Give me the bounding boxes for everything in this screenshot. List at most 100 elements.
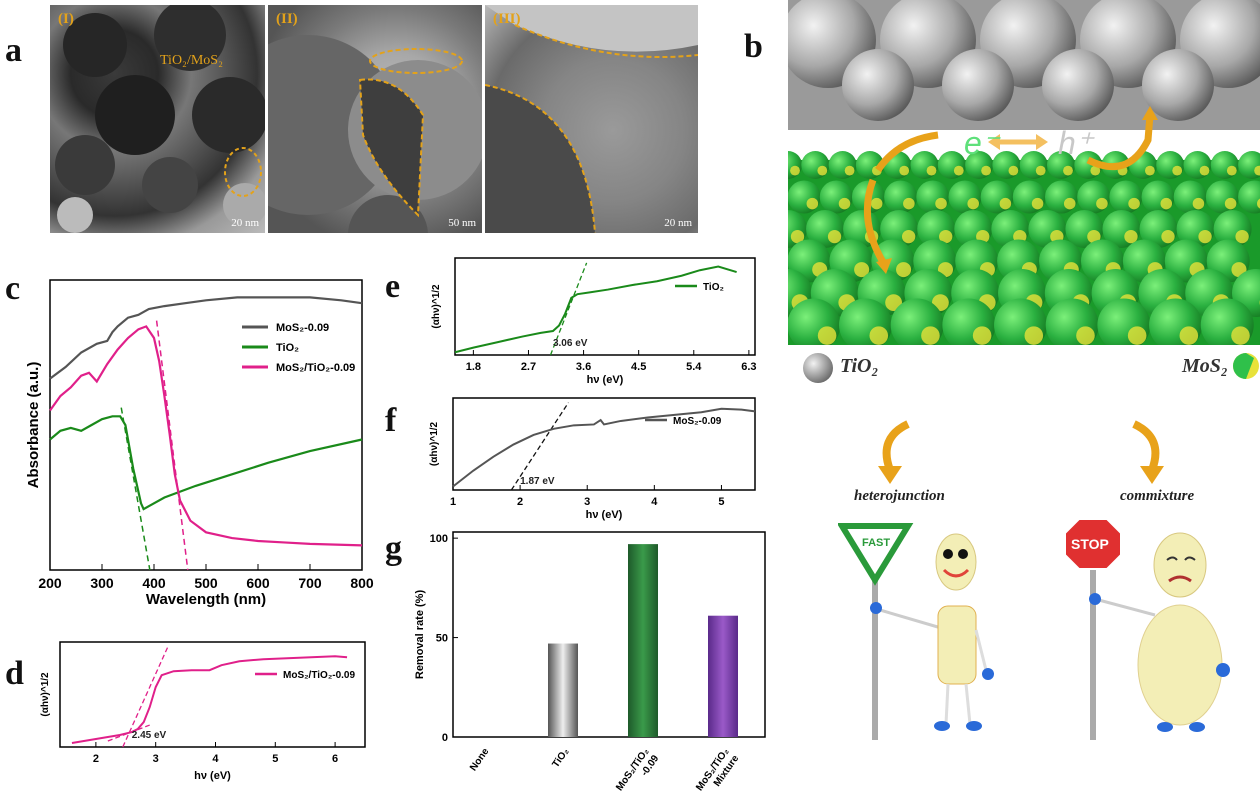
mos2-sphere xyxy=(1183,151,1212,179)
tem-i-label: (I) xyxy=(58,11,74,27)
mos2-sphere-accent xyxy=(1235,229,1249,244)
x-tick-label: 500 xyxy=(194,575,218,591)
charge-transfer-arrows xyxy=(863,106,1158,274)
mos2-sphere-accent xyxy=(1031,197,1044,210)
x-tick-label: 6 xyxy=(332,753,338,765)
mos2-sphere-accent xyxy=(896,262,912,278)
curved-arrow-icon xyxy=(878,420,910,484)
mos2-sphere xyxy=(937,151,966,179)
bandgap-annotation: 1.87 eV xyxy=(520,476,555,487)
mos2-sphere xyxy=(1210,151,1239,179)
mos2-sphere xyxy=(801,151,830,179)
x-tick-label: 2.7 xyxy=(521,361,536,373)
mos2-sphere-accent xyxy=(1124,229,1138,244)
tem-image-i: (I) TiO₂/MoS₂ 20 nm xyxy=(50,5,265,233)
panel-label-b: b xyxy=(744,28,763,65)
fast-sign-text: FAST xyxy=(862,537,890,549)
legend-label: TiO₂ xyxy=(276,342,299,354)
panel-label-a: a xyxy=(5,32,22,69)
series-line xyxy=(49,296,363,380)
mos2-sphere-accent xyxy=(790,229,805,244)
mos2-sphere-accent xyxy=(939,229,953,244)
x-tick-label-line: TiO₂ xyxy=(550,746,571,769)
mos2-sphere-accent xyxy=(1198,229,1212,244)
x-tick-label: 4 xyxy=(212,753,219,765)
commixture-caption: commixture xyxy=(1120,488,1195,504)
mos2-sphere xyxy=(1077,180,1111,214)
curved-arrow-icon xyxy=(1132,420,1164,484)
mos2-sphere-accent xyxy=(935,197,947,210)
mos2-sphere-accent xyxy=(1179,326,1199,345)
panel-label-e: e xyxy=(385,268,401,305)
tem-i-tag: TiO₂/MoS₂ xyxy=(160,53,223,68)
plot-frame xyxy=(59,641,366,748)
legend-label: MoS₂-0.09 xyxy=(673,416,722,427)
y-tick-label: 0 xyxy=(442,732,448,744)
mos2-sphere-accent xyxy=(921,326,940,345)
mos2-sphere-accent xyxy=(1024,326,1044,345)
mos2-sphere xyxy=(916,180,950,214)
mos2-sphere xyxy=(1019,151,1048,179)
tem-iii-scale: 20 nm xyxy=(664,217,692,229)
mos2-sphere-accent xyxy=(817,165,828,176)
x-tick-label-line: None xyxy=(468,746,492,773)
bandgap-annotation: 3.06 eV xyxy=(553,338,588,349)
mos2-sphere-accent xyxy=(903,197,915,210)
mos2-sphere-accent xyxy=(1035,165,1046,176)
fast-cartoon: FAST xyxy=(838,523,994,740)
tem-image-ii: (II) 50 nm xyxy=(268,5,482,233)
legend-label: MoS₂-0.09 xyxy=(276,322,329,334)
series-line xyxy=(71,655,348,744)
mos2-sphere xyxy=(1012,180,1046,214)
mos2-sphere-accent xyxy=(817,326,837,345)
x-tick-label: 3 xyxy=(153,753,159,765)
plot-frame xyxy=(452,397,756,491)
tem-i-scale: 20 nm xyxy=(231,217,259,229)
mos2-sphere-accent xyxy=(1254,165,1260,176)
mos2-sphere-accent xyxy=(1090,165,1101,176)
x-tick-label: 2 xyxy=(517,496,523,508)
x-axis-label: hν (eV) xyxy=(586,509,623,521)
tangent-line xyxy=(120,407,151,571)
chart-d-tauc-composite: 2 3 4 5 6 MoS₂/TiO₂-0.09 hν (eV) (αhν)^1/2 2.45 … xyxy=(40,641,366,782)
legend-label: MoS₂/TiO₂-0.09 xyxy=(276,362,355,374)
mos2-layer xyxy=(788,151,1260,345)
chart-c-absorbance: 200 300 400 500 600 700 800 MoS₂-0.09 TiO₂ MoS₂/T… xyxy=(25,279,374,608)
chart-e-tauc-tio2: 1.8 2.7 3.6 4.5 5.4 6.3 TiO₂ hν (eV) (αhν)^1/2 3.… xyxy=(431,257,757,386)
tio2-legend-sphere xyxy=(803,353,833,383)
mos2-sphere-accent xyxy=(967,197,979,210)
mos2-sphere xyxy=(910,151,939,179)
x-tick-label: None xyxy=(468,746,492,773)
tangent-line xyxy=(510,402,569,491)
tangent-line xyxy=(549,262,588,356)
legend-label: TiO₂ xyxy=(703,282,724,293)
series-line xyxy=(49,415,363,511)
tem-ii-scale: 50 nm xyxy=(448,217,476,229)
mos2-sphere xyxy=(1044,180,1078,214)
mos2-sphere-accent xyxy=(1127,326,1147,345)
tio2-legend-label: TiO₂ xyxy=(840,355,879,377)
y-axis-label: (αhν)^1/2 xyxy=(431,284,442,329)
mos2-sphere xyxy=(1109,180,1143,214)
mos2-legend-sphere xyxy=(1233,353,1259,379)
heterojunction-scheme: e⁻ h⁺ xyxy=(788,0,1260,345)
mos2-sphere-accent xyxy=(1231,326,1250,345)
mos2-sphere-accent xyxy=(926,165,937,176)
y-axis-label: Absorbance (a.u.) xyxy=(25,362,42,489)
panel-label-c: c xyxy=(5,270,21,307)
plot-frame xyxy=(454,257,756,356)
stop-sign-text: STOP xyxy=(1071,536,1109,552)
series-line xyxy=(454,265,737,354)
mos2-sphere-accent xyxy=(1192,197,1205,210)
mos2-sphere-accent xyxy=(1172,165,1183,176)
tangent-line xyxy=(155,320,189,571)
mos2-sphere xyxy=(948,180,982,214)
mos2-sphere-accent xyxy=(827,229,842,244)
series-line xyxy=(452,407,756,488)
mos2-sphere-accent xyxy=(999,197,1012,210)
mos2-sphere-accent xyxy=(1145,165,1155,176)
mos2-sphere-accent xyxy=(854,262,870,278)
x-tick-label: 400 xyxy=(142,575,166,591)
electron-label: e⁻ xyxy=(964,125,1001,161)
mos2-sphere xyxy=(1205,180,1239,214)
